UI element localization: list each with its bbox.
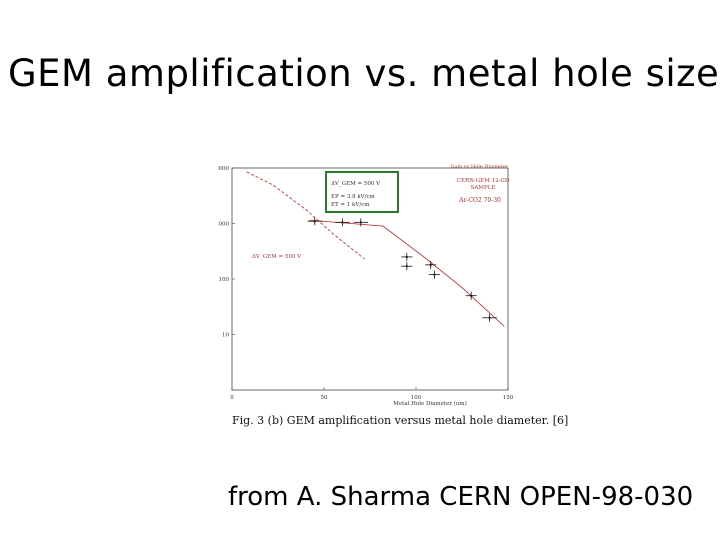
- x-tick-label: 150: [503, 395, 514, 401]
- fit-lines: [246, 171, 505, 327]
- legend-line-2: EP = 3.8 kV/cm: [331, 194, 376, 200]
- x-axis-label: Metal Hole Diameter (um): [393, 400, 467, 407]
- data-point: [488, 316, 491, 319]
- chart-annotation: ΔV_GEM = 500 V: [252, 254, 302, 260]
- data-point: [359, 221, 362, 224]
- data-point: [405, 265, 408, 268]
- y-tick-label: 10: [222, 333, 229, 339]
- right-note-1: CERN-GEM 12-GD: [457, 178, 510, 184]
- fit-line-solid: [309, 219, 505, 327]
- chart-top-right-label: Gain vs Hole Diameter: [450, 164, 508, 170]
- data-point: [405, 255, 408, 259]
- data-points: [307, 217, 497, 322]
- data-point: [341, 221, 344, 224]
- legend-box: [325, 171, 399, 213]
- chart-svg: Gain vs Hole Diameter ΔV_GEM = 500 V EP …: [218, 160, 524, 408]
- right-note-2: SAMPLE: [471, 185, 496, 191]
- y-tick-label: 100: [219, 277, 230, 283]
- x-tick-label: 0: [230, 395, 234, 401]
- right-note-3: Ar-CO2 70-30: [458, 197, 501, 204]
- data-point: [433, 273, 436, 276]
- data-point: [470, 294, 473, 297]
- x-tick-label: 50: [321, 395, 328, 401]
- legend-line-3: ET = 1 kV/cm: [331, 202, 370, 208]
- data-point: [313, 220, 316, 223]
- legend-line-1: ΔV_GEM = 500 V: [331, 181, 381, 187]
- gain-chart: Gain vs Hole Diameter ΔV_GEM = 500 V EP …: [218, 160, 524, 408]
- fit-line-dashed: [246, 171, 365, 260]
- x-tick-label: 100: [411, 395, 422, 401]
- slide-title: GEM amplification vs. metal hole size: [8, 52, 720, 95]
- data-point: [429, 263, 432, 266]
- figure-caption: Fig. 3 (b) GEM amplification versus meta…: [232, 414, 569, 427]
- source-citation: from A. Sharma CERN OPEN-98-030: [228, 482, 694, 512]
